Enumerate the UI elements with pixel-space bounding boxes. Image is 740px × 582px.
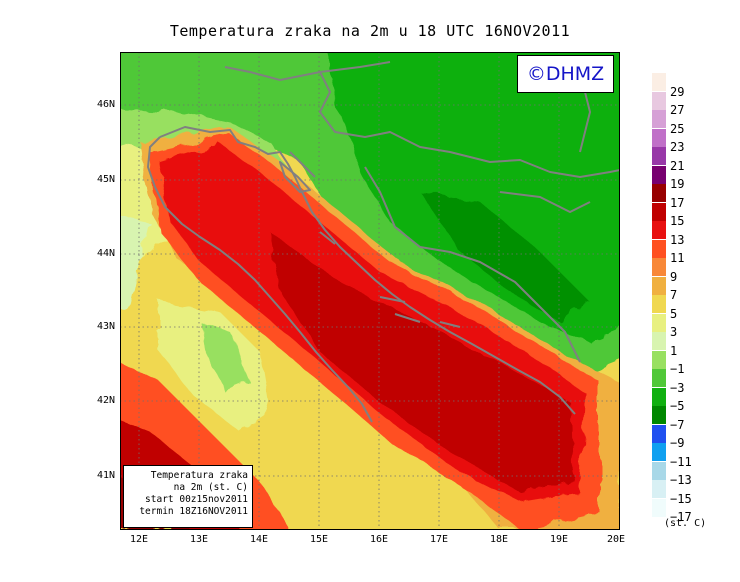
legend-swatch: [652, 332, 666, 350]
legend-level-label: −9: [670, 436, 685, 450]
legend-level-label: 29: [670, 84, 685, 99]
legend-swatch: [652, 184, 666, 202]
legend-swatch: [652, 91, 666, 110]
lon-label-13e: 13E: [189, 534, 209, 545]
lon-label-19e: 19E: [549, 534, 569, 545]
legend-swatch: [652, 73, 666, 91]
legend-swatch: [652, 202, 666, 221]
legend-level-label: 27: [670, 103, 685, 117]
legend-level-label: 5: [670, 306, 678, 321]
lat-label-46n: 46N: [96, 99, 115, 110]
graticule: [120, 52, 620, 530]
map-canvas: [120, 52, 620, 530]
west-mild-strip: [120, 216, 150, 306]
legend-level-label: −1: [670, 362, 685, 376]
legend-swatch: [652, 461, 666, 480]
legend-swatch: [652, 128, 666, 147]
info-line-term: termin 18Z16NOV2011: [139, 506, 248, 517]
legend-swatch: [652, 424, 666, 443]
coastlines-borders: [147, 61, 620, 423]
legend-swatch: [652, 369, 666, 387]
forecast-info-box: Temperatura zraka na 2m (st. C) start 00…: [123, 465, 253, 528]
lat-label-44n: 44N: [96, 248, 115, 259]
lon-label-17e: 17E: [429, 534, 449, 545]
legend-level-label: 25: [670, 121, 685, 136]
legend-level-label: 9: [670, 269, 678, 284]
legend-swatch: [652, 239, 666, 258]
legend-unit: (st. C): [664, 518, 707, 529]
legend-swatch: [652, 165, 666, 184]
lat-label-45n: 45N: [96, 174, 115, 185]
dhmz-logo: ©DHMZ: [517, 55, 614, 93]
legend-level-label: 11: [670, 251, 685, 265]
legend-level-label: −11: [670, 454, 692, 469]
legend-level-label: 15: [670, 214, 685, 228]
lon-label-20e: 20E: [606, 534, 626, 545]
legend-swatch: [652, 276, 666, 295]
lon-label-16e: 16E: [369, 534, 389, 545]
legend-swatch: [652, 443, 666, 461]
italian-coastline: [147, 136, 373, 423]
lon-label-18e: 18E: [489, 534, 509, 545]
italy-cool-patch: [200, 322, 250, 392]
lon-label-15e: 15E: [309, 534, 329, 545]
legend-level-label: 1: [670, 343, 678, 358]
info-line-unit: na 2m (st. C): [173, 482, 248, 493]
legend-level-label: 13: [670, 232, 685, 247]
legend-swatch: [652, 313, 666, 332]
legend-level-label: −7: [670, 417, 685, 432]
national-borders: [224, 61, 620, 363]
legend-swatch: [652, 480, 666, 498]
legend-level-label: −3: [670, 380, 685, 395]
temperature-map: [120, 52, 620, 530]
legend-level-label: 21: [670, 158, 685, 173]
map-title: Temperatura zraka na 2m u 18 UTC 16NOV20…: [169, 22, 571, 40]
legend-swatch: [652, 350, 666, 369]
legend-swatch: [652, 295, 666, 313]
legend-level-label: −13: [670, 473, 692, 487]
islands: [279, 151, 461, 328]
lat-label-42n: 42N: [96, 395, 115, 406]
legend-swatch: [652, 406, 666, 424]
lat-label-43n: 43N: [96, 321, 115, 332]
legend-level-label: 17: [670, 195, 685, 210]
adriatic-coastline: [159, 126, 576, 415]
legend-level-label: 7: [670, 288, 678, 302]
hot-spot: [572, 379, 578, 385]
legend-level-label: −15: [670, 491, 692, 506]
legend-level-label: 19: [670, 177, 685, 191]
legend-swatch: [652, 110, 666, 128]
legend-swatch: [652, 387, 666, 406]
info-line-parameter: Temperatura zraka: [150, 470, 248, 481]
legend-level-label: −17: [670, 510, 692, 524]
legend-level-label: 23: [670, 140, 685, 154]
legend-swatch: [652, 221, 666, 239]
coldest-inland-zone: [420, 192, 590, 322]
legend-level-label: 3: [670, 325, 678, 339]
lon-label-14e: 14E: [249, 534, 269, 545]
lon-label-12e: 12E: [129, 534, 149, 545]
legend-swatch: [652, 147, 666, 165]
lat-label-41n: 41N: [96, 470, 115, 481]
legend-level-label: −5: [670, 399, 685, 413]
legend-swatch: [652, 498, 666, 517]
legend-swatch: [652, 258, 666, 276]
info-line-start: start 00z15nov2011: [145, 494, 248, 505]
